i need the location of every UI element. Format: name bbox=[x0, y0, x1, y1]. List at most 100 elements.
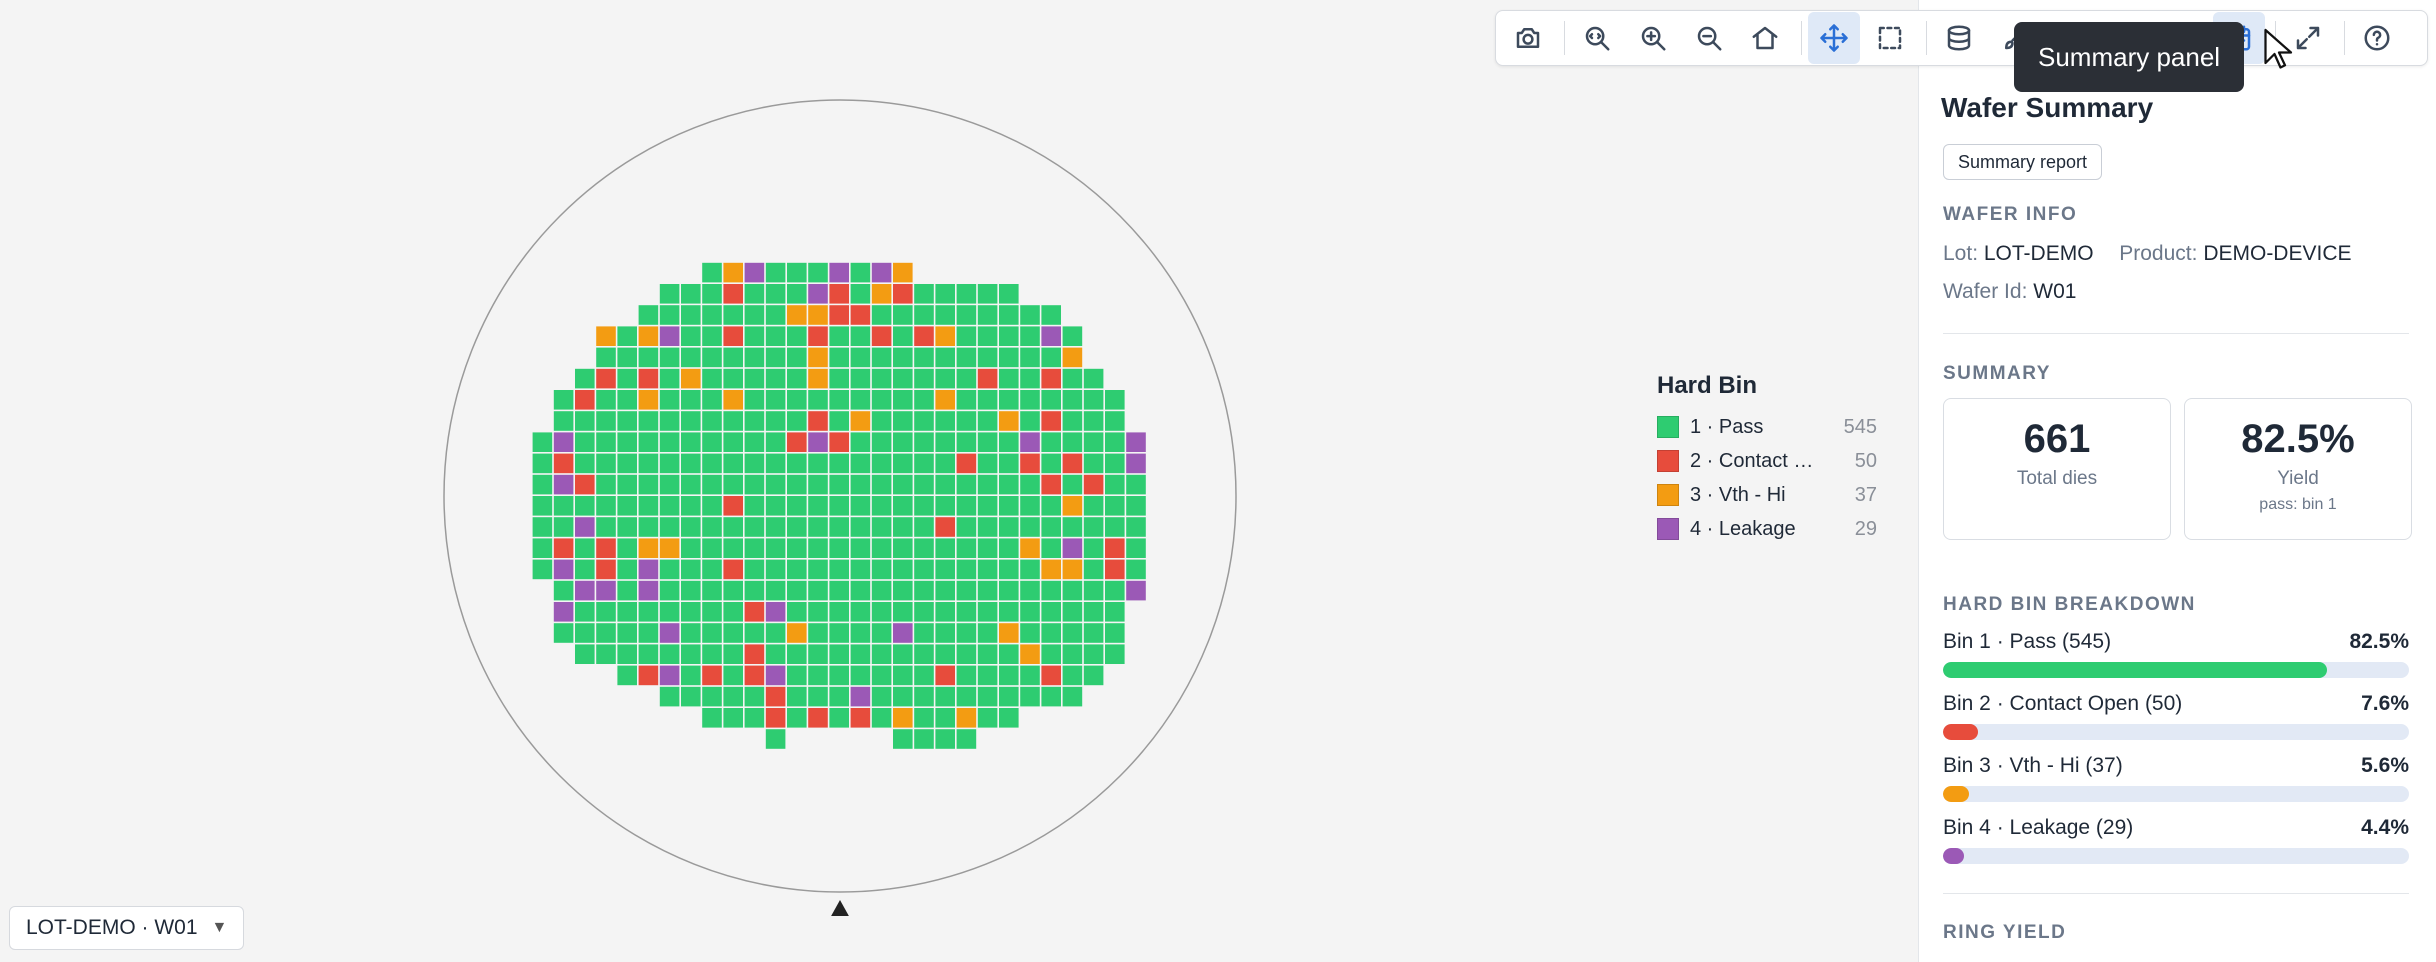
die-bin-1[interactable] bbox=[744, 623, 765, 643]
die-bin-1[interactable] bbox=[935, 432, 955, 452]
die-bin-4[interactable] bbox=[1020, 432, 1040, 452]
die-bin-1[interactable] bbox=[829, 368, 849, 389]
die-bin-1[interactable] bbox=[1083, 665, 1104, 686]
die-bin-1[interactable] bbox=[681, 326, 701, 346]
die-bin-2[interactable] bbox=[596, 538, 616, 558]
die-bin-1[interactable] bbox=[1126, 517, 1146, 537]
die-bin-1[interactable] bbox=[935, 729, 955, 749]
die-bin-3[interactable] bbox=[638, 538, 659, 558]
die-bin-1[interactable] bbox=[765, 453, 786, 474]
die-bin-1[interactable] bbox=[956, 729, 977, 749]
legend-item-pass[interactable]: 1 · Pass 545 bbox=[1657, 410, 1877, 444]
die-bin-1[interactable] bbox=[765, 474, 786, 495]
die-bin-1[interactable] bbox=[638, 453, 659, 474]
die-bin-1[interactable] bbox=[829, 326, 849, 346]
die-bin-4[interactable] bbox=[1126, 580, 1146, 601]
die-bin-1[interactable] bbox=[681, 390, 701, 410]
die-bin-1[interactable] bbox=[1020, 326, 1040, 346]
die-bin-1[interactable] bbox=[681, 453, 701, 474]
die-bin-1[interactable] bbox=[744, 496, 765, 516]
die-bin-1[interactable] bbox=[1083, 644, 1104, 664]
die-bin-1[interactable] bbox=[956, 517, 977, 537]
die-bin-1[interactable] bbox=[893, 517, 913, 537]
die-bin-1[interactable] bbox=[956, 602, 977, 622]
die-bin-1[interactable] bbox=[659, 474, 680, 495]
die-bin-1[interactable] bbox=[808, 580, 828, 601]
die-bin-1[interactable] bbox=[935, 686, 955, 707]
die-bin-1[interactable] bbox=[1083, 453, 1104, 474]
die-bin-1[interactable] bbox=[999, 368, 1019, 389]
die-bin-1[interactable] bbox=[1126, 538, 1146, 558]
die-bin-1[interactable] bbox=[787, 326, 807, 346]
die-bin-1[interactable] bbox=[1105, 432, 1125, 452]
die-bin-2[interactable] bbox=[787, 432, 807, 452]
die-bin-4[interactable] bbox=[575, 517, 595, 537]
die-bin-1[interactable] bbox=[765, 368, 786, 389]
die-bin-4[interactable] bbox=[659, 665, 680, 686]
die-bin-1[interactable] bbox=[638, 496, 659, 516]
die-bin-1[interactable] bbox=[1041, 602, 1061, 622]
die-bin-1[interactable] bbox=[871, 517, 892, 537]
die-bin-1[interactable] bbox=[681, 496, 701, 516]
die-bin-1[interactable] bbox=[659, 453, 680, 474]
die-bin-1[interactable] bbox=[1105, 602, 1125, 622]
die-bin-1[interactable] bbox=[765, 390, 786, 410]
die-bin-1[interactable] bbox=[1105, 623, 1125, 643]
die-bin-1[interactable] bbox=[659, 432, 680, 452]
die-bin-1[interactable] bbox=[871, 432, 892, 452]
die-bin-1[interactable] bbox=[829, 496, 849, 516]
die-bin-2[interactable] bbox=[914, 326, 934, 346]
die-bin-1[interactable] bbox=[1126, 496, 1146, 516]
die-bin-1[interactable] bbox=[829, 390, 849, 410]
die-bin-1[interactable] bbox=[871, 708, 892, 728]
die-bin-1[interactable] bbox=[575, 411, 595, 431]
die-bin-1[interactable] bbox=[787, 559, 807, 580]
die-bin-2[interactable] bbox=[723, 559, 743, 580]
die-bin-1[interactable] bbox=[829, 686, 849, 707]
die-bin-1[interactable] bbox=[787, 390, 807, 410]
die-bin-1[interactable] bbox=[935, 368, 955, 389]
die-bin-1[interactable] bbox=[765, 411, 786, 431]
die-bin-1[interactable] bbox=[617, 474, 637, 495]
die-bin-2[interactable] bbox=[1041, 411, 1061, 431]
reset-view-button[interactable] bbox=[1739, 12, 1791, 64]
die-bin-1[interactable] bbox=[765, 284, 786, 304]
die-bin-3[interactable] bbox=[638, 390, 659, 410]
die-bin-1[interactable] bbox=[829, 602, 849, 622]
die-bin-1[interactable] bbox=[617, 347, 637, 368]
die-bin-1[interactable] bbox=[893, 326, 913, 346]
die-bin-2[interactable] bbox=[829, 284, 849, 304]
die-bin-1[interactable] bbox=[617, 644, 637, 664]
die-bin-2[interactable] bbox=[1041, 368, 1061, 389]
die-bin-1[interactable] bbox=[999, 326, 1019, 346]
pan-tool-button[interactable] bbox=[1808, 12, 1860, 64]
die-bin-3[interactable] bbox=[1020, 644, 1040, 664]
die-bin-1[interactable] bbox=[935, 284, 955, 304]
die-bin-1[interactable] bbox=[1083, 580, 1104, 601]
die-bin-1[interactable] bbox=[1105, 453, 1125, 474]
die-bin-4[interactable] bbox=[553, 474, 574, 495]
die-bin-1[interactable] bbox=[681, 623, 701, 643]
die-bin-1[interactable] bbox=[999, 517, 1019, 537]
die-bin-1[interactable] bbox=[765, 432, 786, 452]
die-bin-2[interactable] bbox=[1020, 453, 1040, 474]
die-bin-1[interactable] bbox=[829, 453, 849, 474]
die-bin-1[interactable] bbox=[871, 686, 892, 707]
die-bin-1[interactable] bbox=[723, 708, 743, 728]
die-bin-1[interactable] bbox=[765, 347, 786, 368]
die-bin-1[interactable] bbox=[702, 411, 722, 431]
die-bin-1[interactable] bbox=[956, 496, 977, 516]
die-bin-1[interactable] bbox=[977, 708, 998, 728]
die-bin-1[interactable] bbox=[914, 644, 934, 664]
die-bin-1[interactable] bbox=[787, 644, 807, 664]
die-bin-3[interactable] bbox=[893, 262, 913, 283]
die-bin-1[interactable] bbox=[638, 411, 659, 431]
die-bin-1[interactable] bbox=[977, 644, 998, 664]
die-bin-1[interactable] bbox=[787, 453, 807, 474]
die-bin-1[interactable] bbox=[596, 496, 616, 516]
die-bin-1[interactable] bbox=[659, 559, 680, 580]
die-bin-1[interactable] bbox=[1083, 496, 1104, 516]
die-bin-1[interactable] bbox=[744, 347, 765, 368]
die-bin-1[interactable] bbox=[977, 686, 998, 707]
die-bin-1[interactable] bbox=[1041, 390, 1061, 410]
